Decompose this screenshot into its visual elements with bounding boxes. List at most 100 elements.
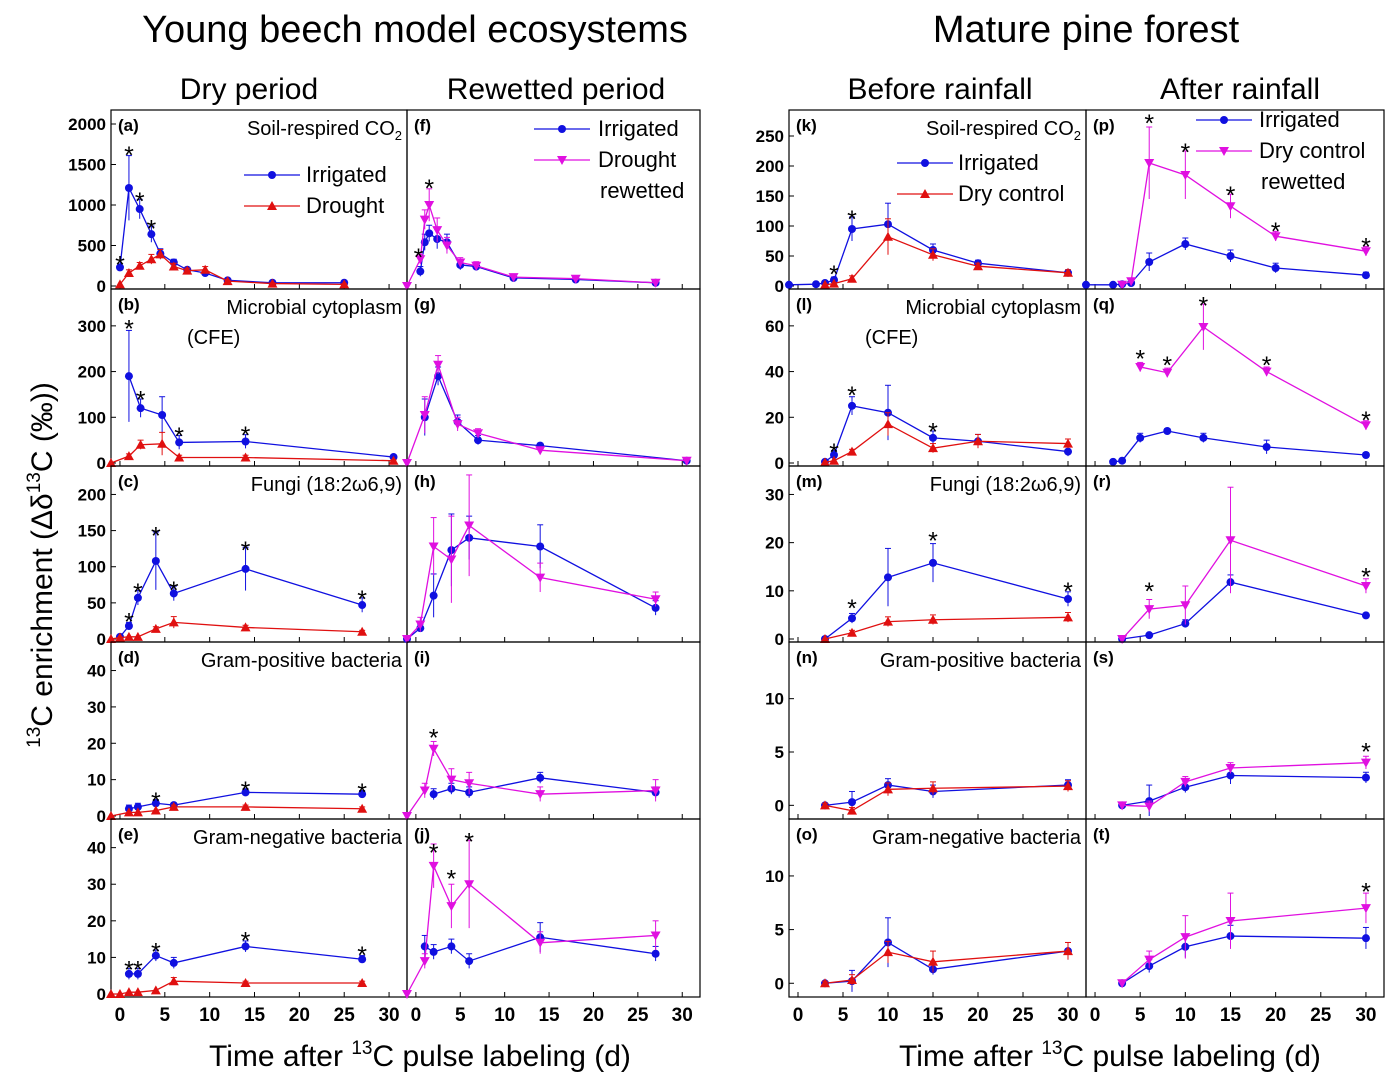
panel-l: 0 20 40 60 * * * (l) Microbial cytoplasm (CFE)	[765, 288, 1087, 473]
point-j-1-3	[446, 902, 457, 912]
xtick-label-o-0: 0	[793, 1005, 804, 1026]
ytick-label-m-1: 10	[765, 582, 784, 601]
left-group-title: Young beech model ecosystems	[142, 9, 688, 51]
point-l-1-5	[973, 436, 983, 446]
xtick-label-e-1: 5	[160, 1005, 171, 1026]
point-b-1-6	[388, 455, 399, 465]
point-n-1-3	[928, 783, 938, 793]
point-q-0-5	[1262, 443, 1271, 451]
point-j-1-6	[650, 931, 661, 941]
ytick-label-d-1: 10	[87, 771, 106, 790]
sig-star-s-0: *	[1361, 739, 1371, 767]
x-axis-label-left: Time after 13C pulse labeling (d)	[209, 1038, 631, 1073]
sig-star-c-4: *	[241, 537, 251, 565]
column-title-after: After rainfall	[1160, 73, 1320, 106]
sig-star-a-3: *	[146, 216, 156, 244]
point-q-0-1	[1118, 456, 1127, 465]
point-i-1-4	[464, 779, 475, 789]
y-axis-label-main: C enrichment (Δδ	[26, 493, 59, 726]
panel-title2-l: (CFE)	[865, 327, 918, 349]
point-i-1-2	[428, 744, 439, 754]
sig-star-m-1: *	[928, 527, 938, 555]
panel-title-main-a: Soil-respired CO	[247, 118, 395, 140]
point-a-1-7	[200, 264, 211, 274]
ytick-label-a-4: 2000	[68, 115, 106, 134]
point-q-1-3	[1261, 367, 1272, 377]
series-line-s-1	[1122, 762, 1366, 808]
point-b-0-4	[241, 437, 250, 446]
ytick-label-e-4: 40	[87, 839, 106, 858]
ytick-label-a-2: 1000	[68, 196, 106, 215]
point-b-1-5	[240, 452, 251, 462]
panel-title-b: Microbial cytoplasm	[226, 297, 402, 319]
point-k-1-0	[820, 279, 830, 289]
panel-label-k: (k)	[796, 116, 817, 135]
sig-star-t-0: *	[1361, 879, 1371, 907]
point-i-1-3	[446, 775, 457, 785]
point-k-0-4	[848, 225, 856, 233]
xtick-label-t-2: 10	[1175, 1005, 1196, 1026]
xtick-label-j-4: 20	[583, 1005, 604, 1026]
point-b-0-3	[175, 438, 184, 447]
point-n-1-1	[847, 805, 857, 815]
xtick-label-j-2: 10	[494, 1005, 515, 1026]
legend-marker-k-1	[920, 189, 930, 198]
panel-title-sub-a: 2	[395, 128, 402, 143]
xtick-label-j-0: 0	[411, 1005, 422, 1026]
legend-label-p-2: rewetted	[1261, 169, 1345, 194]
ytick-label-l-3: 60	[765, 317, 784, 336]
point-d-1-4	[168, 801, 179, 811]
point-h-0-6	[651, 603, 660, 612]
ytick-label-a-3: 1500	[68, 156, 106, 175]
series-line-t-0	[1121, 935, 1366, 984]
point-h-1-1	[415, 620, 426, 630]
point-p-1-6	[1360, 247, 1371, 257]
sig-star-l-2: *	[928, 418, 938, 446]
point-d-0-5	[358, 790, 367, 799]
point-c-0-3	[151, 556, 160, 565]
sig-star-b-2: *	[174, 423, 184, 451]
panel-b: 0 100 200 300 * * * * (b) Microbial cytoplasm (CFE…	[78, 288, 408, 473]
xtick-label-t-1: 5	[1135, 1005, 1146, 1026]
point-e-1-7	[357, 978, 368, 988]
panel-label-i: (i)	[414, 648, 430, 667]
panel-title-m: Fungi (18:2ω6,9)	[930, 474, 1081, 496]
ytick-label-c-2: 100	[78, 558, 106, 577]
point-c-1-7	[357, 626, 368, 636]
sig-star-r-1: *	[1361, 564, 1371, 592]
point-m-1-1	[847, 627, 857, 637]
point-m-1-2	[883, 616, 893, 626]
point-b-0-1	[136, 404, 145, 413]
point-g-0-3	[474, 436, 483, 445]
point-b-1-4	[174, 452, 185, 462]
legend-marker-f-1	[557, 156, 567, 165]
sig-star-b-3: *	[241, 422, 251, 450]
point-d-1-0	[106, 811, 116, 820]
column-title-rewetted: Rewetted period	[447, 73, 665, 106]
panel-q: * * * * * (q)	[1085, 288, 1385, 467]
point-p-0-7	[1271, 264, 1280, 272]
panel-label-t: (t)	[1093, 825, 1110, 844]
sig-star-e-2: *	[151, 938, 161, 966]
point-c-1-6	[240, 622, 251, 632]
point-a-0-0	[115, 263, 124, 272]
series-line-k-1	[824, 236, 1069, 286]
sig-star-p-2: *	[1226, 182, 1236, 210]
sig-star-p-4: *	[1361, 234, 1371, 262]
legend-label-k-0: Irrigated	[958, 150, 1039, 175]
point-r-0-4	[1361, 611, 1370, 620]
panel-frame-g	[406, 288, 701, 467]
x-axis-label-right: Time after 13C pulse labeling (d)	[899, 1038, 1321, 1073]
legend-p: Irrigated Dry control rewetted	[1196, 107, 1365, 194]
y-axis-label: 13C enrichment (Δδ13C (‰))	[24, 382, 59, 748]
point-d-0-2	[151, 799, 160, 808]
point-k-1-3	[883, 231, 893, 241]
point-n-0-1	[848, 798, 856, 807]
legend-marker-p-1	[1219, 147, 1229, 156]
sig-star-l-0: *	[829, 439, 839, 467]
series-line-t-1	[1121, 907, 1367, 984]
point-o-1-4	[1063, 946, 1073, 956]
sig-star-c-5: *	[357, 586, 367, 614]
y-axis-label-sup2: 13	[24, 472, 45, 493]
point-h-1-4	[464, 521, 475, 531]
